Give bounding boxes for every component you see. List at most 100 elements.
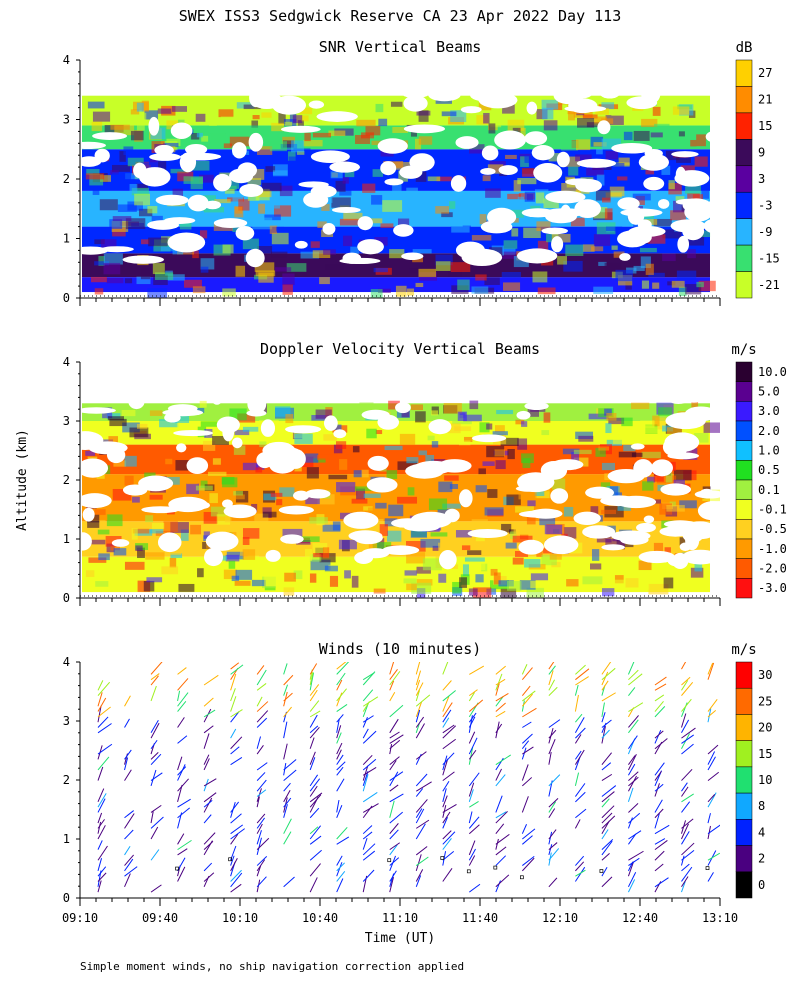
wind-barb bbox=[415, 856, 429, 866]
heatmap-cell bbox=[551, 233, 571, 243]
heatmap-cell bbox=[475, 534, 485, 542]
missing-data bbox=[478, 91, 518, 109]
wind-barb bbox=[230, 757, 243, 766]
heatmap-cell bbox=[595, 190, 611, 201]
heatmap-cell bbox=[386, 470, 398, 479]
heatmap-cell bbox=[397, 218, 410, 230]
missing-data bbox=[573, 511, 601, 525]
colorbar-swatch bbox=[735, 191, 753, 219]
heatmap-cell bbox=[639, 247, 657, 253]
heatmap-cell bbox=[442, 503, 461, 509]
heatmap-cell bbox=[107, 416, 124, 421]
wind-barb bbox=[601, 798, 610, 808]
wind-barb bbox=[574, 772, 580, 787]
wind-barb bbox=[309, 672, 314, 686]
colorbar-swatch bbox=[735, 714, 753, 741]
heatmap-cell bbox=[635, 543, 654, 554]
heatmap-cell bbox=[272, 164, 288, 177]
wind-barb bbox=[601, 680, 609, 691]
heatmap-cell bbox=[416, 579, 433, 586]
missing-data bbox=[280, 534, 304, 544]
colorbar-tick-label: 2.0 bbox=[758, 424, 780, 438]
wind-barb bbox=[628, 669, 639, 681]
heatmap-cell bbox=[106, 514, 123, 527]
wind-barb bbox=[203, 674, 219, 686]
colorbar-swatch bbox=[735, 112, 753, 140]
heatmap-cell bbox=[112, 216, 132, 222]
heatmap-cell bbox=[532, 271, 548, 283]
wind-barb bbox=[256, 876, 267, 888]
heatmap-cell bbox=[648, 234, 666, 244]
heatmap-cell bbox=[282, 528, 303, 537]
heatmap-cell bbox=[565, 244, 584, 257]
wind-barb bbox=[150, 849, 160, 861]
wind-barb bbox=[601, 692, 616, 702]
wind-barb bbox=[230, 711, 240, 723]
missing-data bbox=[403, 95, 428, 112]
heatmap-cell bbox=[209, 493, 218, 504]
footnote: Simple moment winds, no ship navigation … bbox=[80, 960, 464, 973]
heatmap-cell bbox=[124, 475, 134, 486]
heatmap-cell bbox=[272, 170, 288, 176]
calm-marker bbox=[228, 857, 232, 862]
heatmap-cell bbox=[420, 538, 441, 548]
heatmap-cell bbox=[384, 518, 398, 527]
heatmap-cell bbox=[642, 481, 654, 491]
heatmap-cell bbox=[338, 539, 357, 550]
wind-barb bbox=[283, 818, 292, 834]
heatmap-cell bbox=[339, 218, 359, 226]
heatmap-cell bbox=[590, 506, 599, 515]
missing-data bbox=[568, 98, 598, 114]
wind-barb bbox=[601, 773, 613, 782]
heatmap-cell bbox=[633, 130, 650, 141]
heatmap-cell bbox=[678, 286, 687, 297]
wind-barb bbox=[495, 833, 510, 845]
missing-data bbox=[659, 526, 692, 537]
missing-data bbox=[80, 141, 106, 150]
wind-barb bbox=[256, 736, 262, 749]
x-tick-label: 11:10 bbox=[382, 911, 418, 925]
heatmap-cell bbox=[114, 125, 135, 136]
wind-barb bbox=[150, 662, 163, 675]
wind-barb bbox=[707, 794, 716, 803]
wind-barb bbox=[415, 662, 421, 675]
heatmap-cell bbox=[351, 498, 368, 504]
heatmap-cell bbox=[403, 578, 417, 584]
heatmap-cell bbox=[191, 160, 210, 171]
wind-barb bbox=[203, 697, 214, 707]
wind-barb bbox=[124, 873, 131, 887]
missing-data bbox=[543, 535, 579, 555]
heatmap-cell bbox=[609, 186, 625, 197]
wind-barb bbox=[681, 823, 689, 840]
heatmap-cell bbox=[487, 489, 498, 498]
heatmap-cell bbox=[198, 174, 214, 183]
heatmap-cell bbox=[192, 250, 199, 259]
heatmap-cell bbox=[352, 446, 360, 453]
wind-barb bbox=[124, 829, 134, 840]
y-tick-label: 4 bbox=[63, 53, 70, 67]
missing-data bbox=[154, 144, 174, 156]
missing-data bbox=[600, 368, 622, 381]
heatmap-cell bbox=[132, 496, 140, 503]
heatmap-cell bbox=[343, 212, 363, 221]
missing-data bbox=[403, 124, 446, 134]
wind-barb bbox=[97, 845, 108, 861]
wind-barb bbox=[681, 727, 696, 739]
wind-barb bbox=[654, 863, 664, 872]
wind-barb bbox=[415, 869, 424, 882]
wind-barb bbox=[230, 869, 242, 882]
heatmap-cell bbox=[441, 212, 453, 218]
heatmap-cell bbox=[594, 116, 608, 124]
heatmap-cell bbox=[647, 476, 656, 483]
colorbar-swatch bbox=[735, 661, 753, 689]
missing-data bbox=[293, 490, 310, 501]
wind-barb bbox=[283, 706, 292, 718]
heatmap-cell bbox=[176, 421, 188, 428]
missing-data bbox=[333, 429, 347, 439]
heatmap-cell bbox=[242, 462, 259, 471]
missing-data bbox=[633, 459, 654, 478]
wind-barb bbox=[681, 698, 692, 712]
wind-barb bbox=[362, 672, 375, 681]
heatmap-cell bbox=[685, 284, 702, 295]
wind-barb bbox=[548, 774, 561, 787]
